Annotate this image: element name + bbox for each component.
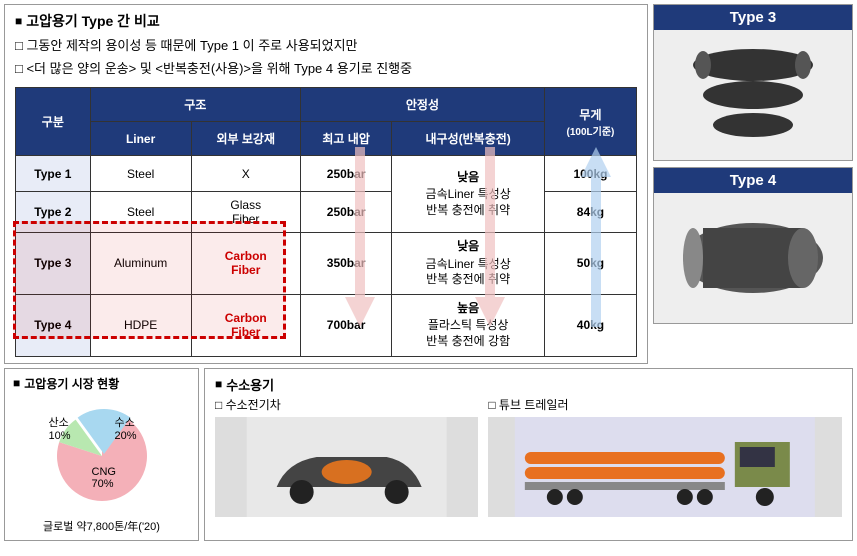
pie-label-h2: 수소20% bbox=[115, 414, 137, 442]
tube-trailer-image bbox=[488, 417, 842, 517]
cell-durability: 높음플라스틱 특성상반복 충전에 강함 bbox=[392, 294, 545, 356]
bullet-2: <더 많은 양의 운송> 및 <반복충전(사용)>을 위해 Type 4 용기로… bbox=[15, 58, 637, 77]
main-title: 고압용기 Type 간 비교 bbox=[15, 11, 637, 31]
th-category: 구분 bbox=[16, 88, 91, 156]
market-title: 고압용기 시장 현황 bbox=[13, 375, 190, 392]
type4-header: Type 4 bbox=[654, 168, 852, 193]
cell-type: Type 1 bbox=[16, 156, 91, 192]
market-panel: 고압용기 시장 현황 CNG70% 수소20% 산소10% 글로벌 약7,800… bbox=[4, 368, 199, 541]
hydrogen-sub1: 수소전기차 bbox=[215, 396, 281, 413]
cell-liner: Steel bbox=[90, 156, 191, 192]
comparison-panel: 고압용기 Type 간 비교 그동안 제작의 용이성 등 때문에 Type 1 … bbox=[4, 4, 648, 364]
cell-weight: 40kg bbox=[544, 294, 636, 356]
hydrogen-title: 수소용기 bbox=[215, 375, 842, 394]
cell-reinforce: GlassFiber bbox=[191, 192, 300, 233]
cell-liner: Aluminum bbox=[90, 233, 191, 295]
type3-card: Type 3 bbox=[653, 4, 853, 161]
th-durability: 내구성(반복충전) bbox=[392, 122, 545, 156]
cell-durability: 낮음금속Liner 특성상반복 충전에 취약 bbox=[392, 233, 545, 295]
cell-weight: 50kg bbox=[544, 233, 636, 295]
th-structure: 구조 bbox=[90, 88, 300, 122]
th-reinforce: 외부 보강재 bbox=[191, 122, 300, 156]
hydrogen-panel: 수소용기 수소전기차 튜브 트레일러 bbox=[204, 368, 853, 541]
cell-liner: Steel bbox=[90, 192, 191, 233]
th-stability: 안정성 bbox=[300, 88, 544, 122]
type4-image bbox=[654, 193, 852, 323]
cell-liner: HDPE bbox=[90, 294, 191, 356]
pie-chart: CNG70% 수소20% 산소10% bbox=[37, 396, 167, 516]
cell-pressure: 250bar bbox=[300, 156, 391, 192]
cell-pressure: 700bar bbox=[300, 294, 391, 356]
table-row: Type 1SteelX250bar낮음금속Liner 특성상반복 충전에 취약… bbox=[16, 156, 637, 192]
cell-durability: 낮음금속Liner 특성상반복 충전에 취약 bbox=[392, 156, 545, 233]
th-liner: Liner bbox=[90, 122, 191, 156]
comparison-table: 구분 구조 안정성 무게 (100L기준) Liner 외부 보강재 최고 내압… bbox=[15, 87, 637, 357]
th-maxpressure: 최고 내압 bbox=[300, 122, 391, 156]
cell-type: Type 4 bbox=[16, 294, 91, 356]
cell-weight: 100kg bbox=[544, 156, 636, 192]
cell-reinforce: CarbonFiber bbox=[191, 233, 300, 295]
market-caption: 글로벌 약7,800톤/年('20) bbox=[13, 518, 190, 534]
hydrogen-sub2: 튜브 트레일러 bbox=[488, 396, 568, 413]
right-panel: Type 3 Type 4 bbox=[653, 4, 853, 364]
pie-label-cng: CNG70% bbox=[92, 466, 116, 490]
cell-pressure: 350bar bbox=[300, 233, 391, 295]
cell-weight: 84kg bbox=[544, 192, 636, 233]
fcev-image bbox=[215, 417, 478, 517]
type3-header: Type 3 bbox=[654, 5, 852, 30]
table-row: Type 4HDPECarbonFiber700bar높음플라스틱 특성상반복 … bbox=[16, 294, 637, 356]
type4-card: Type 4 bbox=[653, 167, 853, 324]
th-weight: 무게 (100L기준) bbox=[544, 88, 636, 156]
bullet-1: 그동안 제작의 용이성 등 때문에 Type 1 이 주로 사용되었지만 bbox=[15, 35, 637, 54]
type3-image bbox=[654, 30, 852, 160]
cell-type: Type 2 bbox=[16, 192, 91, 233]
cell-reinforce: X bbox=[191, 156, 300, 192]
pie-label-o2: 산소10% bbox=[49, 414, 71, 442]
cell-type: Type 3 bbox=[16, 233, 91, 295]
table-row: Type 3AluminumCarbonFiber350bar낮음금속Liner… bbox=[16, 233, 637, 295]
cell-reinforce: CarbonFiber bbox=[191, 294, 300, 356]
cell-pressure: 250bar bbox=[300, 192, 391, 233]
